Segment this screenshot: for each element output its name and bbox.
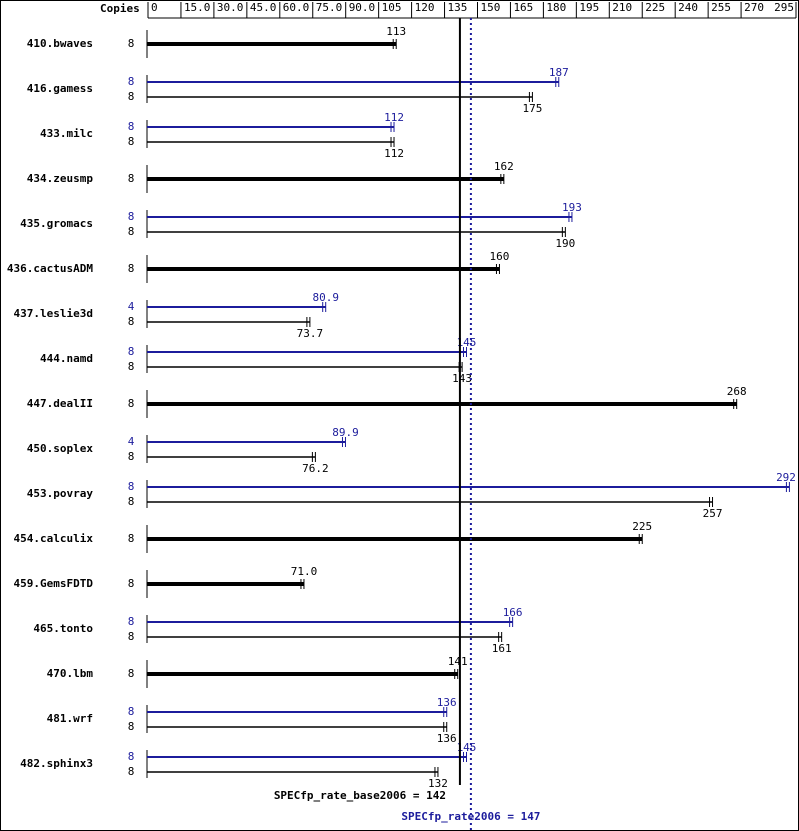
- value-label: 257: [703, 507, 723, 520]
- copies: 8: [128, 37, 135, 50]
- x-tick-label: 225: [645, 1, 665, 14]
- value-label: 292: [776, 471, 796, 484]
- x-tick-label: 165: [513, 1, 533, 14]
- benchmark-name: 435.gromacs: [20, 217, 93, 230]
- value-label: 166: [503, 606, 523, 619]
- value-label: 190: [555, 237, 575, 250]
- benchmark-name: 470.lbm: [47, 667, 94, 680]
- value-label: 136: [437, 696, 457, 709]
- copies: 4: [128, 300, 135, 313]
- copies: 8: [128, 450, 135, 463]
- copies: 4: [128, 435, 135, 448]
- copies: 8: [128, 495, 135, 508]
- value-label: 225: [632, 520, 652, 533]
- copies: 8: [128, 765, 135, 778]
- value-label: 113: [386, 25, 406, 38]
- value-label: 80.9: [312, 291, 339, 304]
- x-tick-label: 90.0: [349, 1, 376, 14]
- copies: 8: [128, 345, 135, 358]
- benchmark-name: 433.milc: [40, 127, 93, 140]
- value-label: 73.7: [297, 327, 324, 340]
- x-tick-label: 210: [612, 1, 632, 14]
- copies-header: Copies: [100, 2, 140, 15]
- copies: 8: [128, 397, 135, 410]
- copies: 8: [128, 750, 135, 763]
- benchmark-name: 481.wrf: [47, 712, 93, 725]
- x-tick-label: 60.0: [283, 1, 310, 14]
- copies: 8: [128, 210, 135, 223]
- x-tick-label: 30.0: [217, 1, 244, 14]
- copies: 8: [128, 615, 135, 628]
- value-label: 71.0: [291, 565, 318, 578]
- x-tick-label: 195: [579, 1, 599, 14]
- value-label: 268: [727, 385, 747, 398]
- value-label: 175: [522, 102, 542, 115]
- x-tick-label: 0: [151, 1, 158, 14]
- copies: 8: [128, 667, 135, 680]
- value-label: 141: [448, 655, 468, 668]
- value-label: 161: [492, 642, 512, 655]
- copies: 8: [128, 480, 135, 493]
- value-label: 112: [384, 147, 404, 160]
- copies: 8: [128, 262, 135, 275]
- copies: 8: [128, 120, 135, 133]
- benchmark-name: 459.GemsFDTD: [14, 577, 94, 590]
- copies: 8: [128, 532, 135, 545]
- benchmark-name: 410.bwaves: [27, 37, 93, 50]
- x-tick-label: 135: [448, 1, 468, 14]
- benchmark-name: 436.cactusADM: [7, 262, 93, 275]
- benchmark-name: 482.sphinx3: [20, 757, 93, 770]
- x-tick-label: 15.0: [184, 1, 211, 14]
- benchmark-name: 453.povray: [27, 487, 94, 500]
- x-tick-label: 105: [382, 1, 402, 14]
- copies: 8: [128, 172, 135, 185]
- copies: 8: [128, 360, 135, 373]
- copies: 8: [128, 630, 135, 643]
- x-tick-label: 120: [415, 1, 435, 14]
- copies: 8: [128, 90, 135, 103]
- benchmark-name: 447.dealII: [27, 397, 93, 410]
- value-label: 89.9: [332, 426, 359, 439]
- value-label: 162: [494, 160, 514, 173]
- benchmark-name: 444.namd: [40, 352, 93, 365]
- benchmark-name: 434.zeusmp: [27, 172, 94, 185]
- reference-label: SPECfp_rate2006 = 147: [401, 810, 540, 823]
- x-tick-label: 255: [711, 1, 731, 14]
- benchmark-name: 465.tonto: [33, 622, 93, 635]
- value-label: 132: [428, 777, 448, 790]
- x-tick-label: 240: [678, 1, 698, 14]
- x-tick-label: 295: [774, 1, 794, 14]
- copies: 8: [128, 75, 135, 88]
- value-label: 76.2: [302, 462, 329, 475]
- value-label: 143: [452, 372, 472, 385]
- copies: 8: [128, 577, 135, 590]
- copies: 8: [128, 135, 135, 148]
- value-label: 136: [437, 732, 457, 745]
- x-tick-label: 180: [546, 1, 566, 14]
- copies: 8: [128, 720, 135, 733]
- value-label: 160: [490, 250, 510, 263]
- reference-label: SPECfp_rate_base2006 = 142: [274, 789, 446, 802]
- benchmark-name: 454.calculix: [14, 532, 94, 545]
- copies: 8: [128, 705, 135, 718]
- copies: 8: [128, 225, 135, 238]
- x-tick-label: 45.0: [250, 1, 277, 14]
- benchmark-name: 437.leslie3d: [14, 307, 93, 320]
- x-tick-label: 150: [480, 1, 500, 14]
- x-tick-label: 270: [744, 1, 764, 14]
- value-label: 193: [562, 201, 582, 214]
- benchmark-name: 450.soplex: [27, 442, 94, 455]
- x-tick-label: 75.0: [316, 1, 343, 14]
- value-label: 112: [384, 111, 404, 124]
- value-label: 187: [549, 66, 569, 79]
- benchmark-name: 416.gamess: [27, 82, 93, 95]
- copies: 8: [128, 315, 135, 328]
